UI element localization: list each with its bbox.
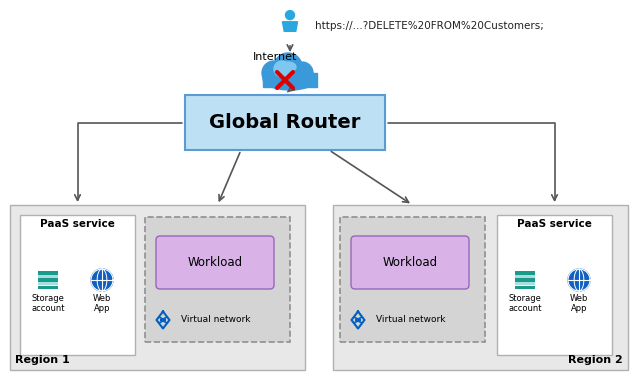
FancyBboxPatch shape xyxy=(351,236,469,289)
Circle shape xyxy=(285,11,295,20)
FancyBboxPatch shape xyxy=(38,278,58,282)
Text: Web
App: Web App xyxy=(570,294,588,314)
FancyBboxPatch shape xyxy=(20,215,135,355)
Text: Storage
account: Storage account xyxy=(31,294,64,314)
FancyBboxPatch shape xyxy=(515,285,535,289)
FancyBboxPatch shape xyxy=(38,271,58,275)
FancyBboxPatch shape xyxy=(515,282,535,285)
Circle shape xyxy=(568,269,590,291)
Circle shape xyxy=(91,269,113,291)
FancyBboxPatch shape xyxy=(340,217,485,342)
Ellipse shape xyxy=(263,68,317,90)
Ellipse shape xyxy=(280,62,296,72)
Polygon shape xyxy=(283,22,297,31)
Text: Internet: Internet xyxy=(253,52,297,62)
Text: Region 2: Region 2 xyxy=(568,355,623,365)
Text: Workload: Workload xyxy=(382,256,438,269)
Circle shape xyxy=(291,62,313,84)
Circle shape xyxy=(274,53,302,81)
FancyBboxPatch shape xyxy=(263,73,317,87)
FancyBboxPatch shape xyxy=(38,282,58,285)
Text: Virtual network: Virtual network xyxy=(376,315,445,325)
Text: Global Router: Global Router xyxy=(209,113,360,132)
Text: Region 1: Region 1 xyxy=(15,355,70,365)
Text: Workload: Workload xyxy=(188,256,242,269)
FancyBboxPatch shape xyxy=(515,275,535,278)
FancyBboxPatch shape xyxy=(497,215,612,355)
FancyBboxPatch shape xyxy=(515,278,535,282)
FancyBboxPatch shape xyxy=(156,236,274,289)
Text: https://...?DELETE%20FROM%20Customers;: https://...?DELETE%20FROM%20Customers; xyxy=(315,21,544,31)
FancyBboxPatch shape xyxy=(38,275,58,278)
FancyBboxPatch shape xyxy=(333,205,628,370)
FancyBboxPatch shape xyxy=(185,95,385,150)
FancyBboxPatch shape xyxy=(515,271,535,275)
FancyBboxPatch shape xyxy=(38,285,58,289)
Text: Storage
account: Storage account xyxy=(508,294,542,314)
Text: Web
App: Web App xyxy=(93,294,111,314)
FancyBboxPatch shape xyxy=(145,217,290,342)
Text: PaaS service: PaaS service xyxy=(40,219,115,229)
Circle shape xyxy=(274,61,290,77)
Text: Virtual network: Virtual network xyxy=(181,315,251,325)
FancyBboxPatch shape xyxy=(10,205,305,370)
Text: PaaS service: PaaS service xyxy=(517,219,592,229)
Circle shape xyxy=(262,61,286,85)
